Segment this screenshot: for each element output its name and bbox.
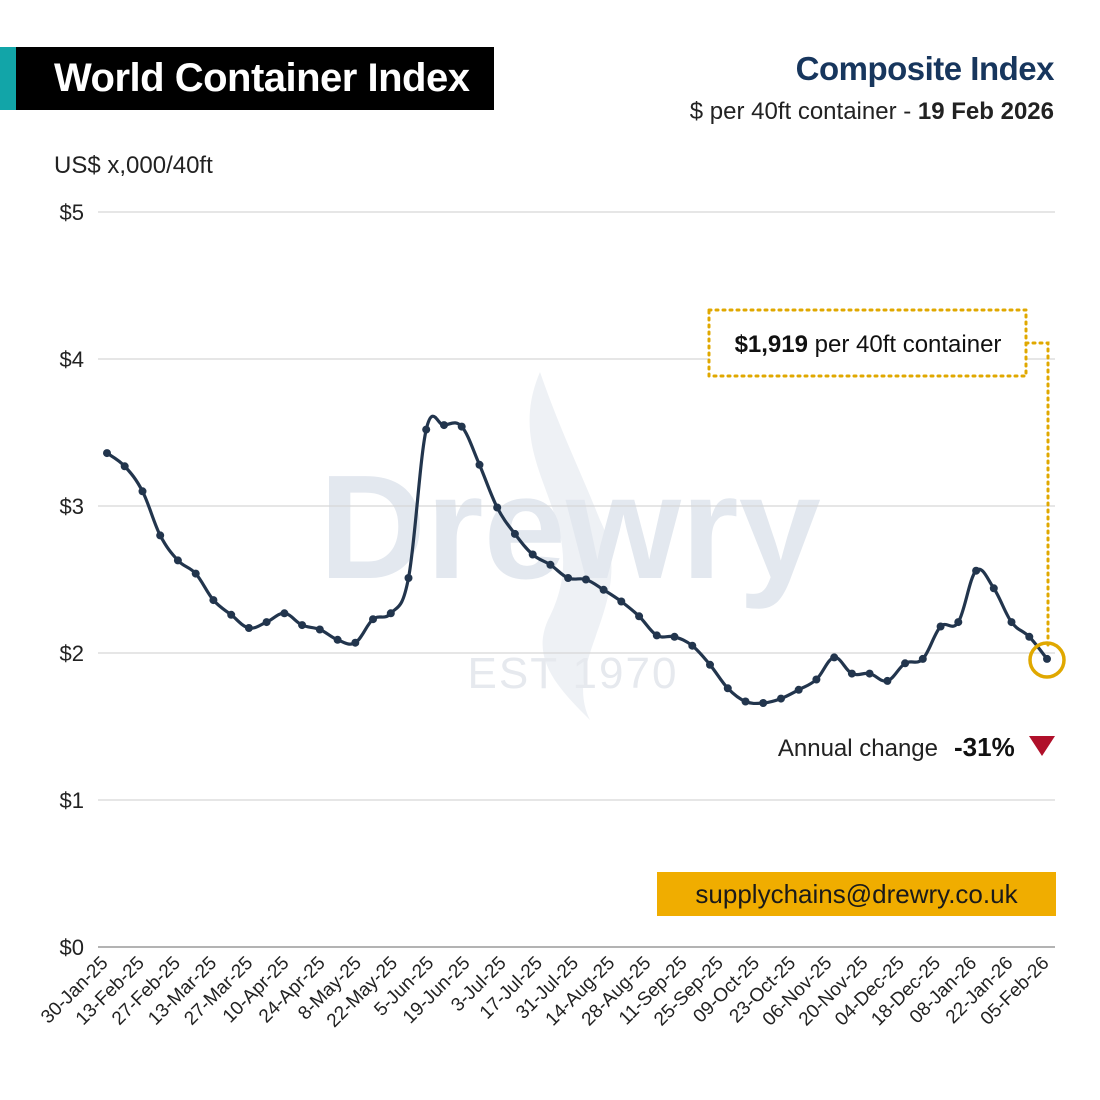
callout-leader [1024, 341, 1050, 647]
data-point [280, 609, 289, 618]
data-point [759, 699, 768, 707]
data-point [635, 612, 644, 621]
y-tick-label: $1 [60, 788, 84, 813]
watermark-brand: Drewry [319, 445, 821, 610]
subtitle-date: 19 Feb 2026 [917, 98, 1054, 125]
data-point [404, 574, 413, 582]
data-point [227, 610, 236, 619]
data-point [812, 675, 821, 684]
data-point [706, 660, 714, 669]
data-point [369, 615, 377, 624]
data-point [847, 669, 856, 678]
y-axis-ticks: $0 $1 $2 $3 $4 $5 [60, 200, 84, 960]
title-accent-bar [0, 47, 16, 110]
contact-email-link[interactable]: supplychains@drewry.co.uk [657, 872, 1056, 916]
data-point [581, 575, 590, 584]
gridlines [98, 211, 1055, 948]
data-point [173, 556, 182, 565]
data-point [440, 421, 448, 430]
down-arrow-icon [1029, 736, 1055, 756]
callout-value: $1,919 [735, 331, 808, 358]
data-point [351, 638, 360, 647]
data-point [156, 531, 165, 540]
value-callout: $1,919 per 40ft container [707, 308, 1066, 679]
data-point [830, 653, 839, 662]
data-point [475, 460, 484, 469]
data-point [883, 676, 892, 685]
data-point [652, 631, 661, 640]
x-axis-ticks: 30-Jan-2513-Feb-2527-Feb-2513-Mar-2527-M… [37, 953, 1053, 1032]
data-point [777, 694, 785, 703]
latest-value-marker [1028, 641, 1066, 679]
data-point [1025, 632, 1034, 641]
data-point [315, 625, 324, 634]
subtitle: $ per 40ft container - 19 Feb 2026 [690, 98, 1054, 126]
data-point [599, 585, 608, 594]
data-point [528, 550, 537, 559]
data-point [103, 449, 111, 458]
data-point [138, 487, 147, 496]
data-point [1007, 618, 1016, 627]
data-point [209, 596, 218, 605]
data-point [954, 618, 963, 627]
data-point [794, 685, 803, 694]
data-point [546, 560, 555, 569]
composite-index-title: Composite Index [795, 50, 1055, 87]
chart-title: World Container Index [16, 47, 494, 110]
callout-label: per 40ft container [808, 331, 1001, 358]
y-tick-label: $5 [60, 200, 84, 225]
callout-text: $1,919 per 40ft container [735, 331, 1002, 358]
data-point [510, 529, 519, 538]
y-axis-label: US$ x,000/40ft [54, 152, 213, 179]
annual-change-value: -31% [954, 732, 1015, 762]
data-point [918, 654, 927, 663]
flame-logo-icon [529, 372, 612, 720]
data-point [1043, 654, 1051, 663]
data-point [865, 669, 874, 678]
data-point [298, 621, 307, 630]
data-point [723, 684, 732, 693]
drewry-watermark: Drewry EST 1970 [319, 372, 821, 720]
data-point [386, 609, 395, 618]
data-point [564, 574, 573, 582]
watermark-est: EST 1970 [468, 649, 679, 698]
subtitle-prefix: $ per 40ft container - [689, 98, 918, 125]
annual-change-label: Annual change [778, 735, 938, 762]
data-point [901, 659, 910, 668]
data-point [688, 641, 697, 650]
data-point [191, 569, 200, 578]
data-point [972, 566, 981, 575]
data-point [422, 425, 431, 434]
y-tick-label: $3 [60, 494, 84, 519]
data-point [333, 635, 342, 644]
data-point [989, 584, 998, 593]
data-point [670, 632, 679, 641]
data-point [262, 618, 271, 627]
data-point [741, 697, 750, 706]
data-point [493, 503, 502, 512]
series-points [103, 421, 1051, 707]
y-tick-label: $2 [60, 641, 84, 666]
data-point [936, 622, 945, 631]
y-tick-label: $0 [60, 935, 84, 960]
data-point [617, 597, 626, 606]
data-point [244, 624, 253, 632]
annual-change: Annual change -31% [778, 732, 1055, 762]
data-point [120, 462, 129, 471]
y-tick-label: $4 [60, 347, 84, 372]
data-point [457, 422, 466, 431]
